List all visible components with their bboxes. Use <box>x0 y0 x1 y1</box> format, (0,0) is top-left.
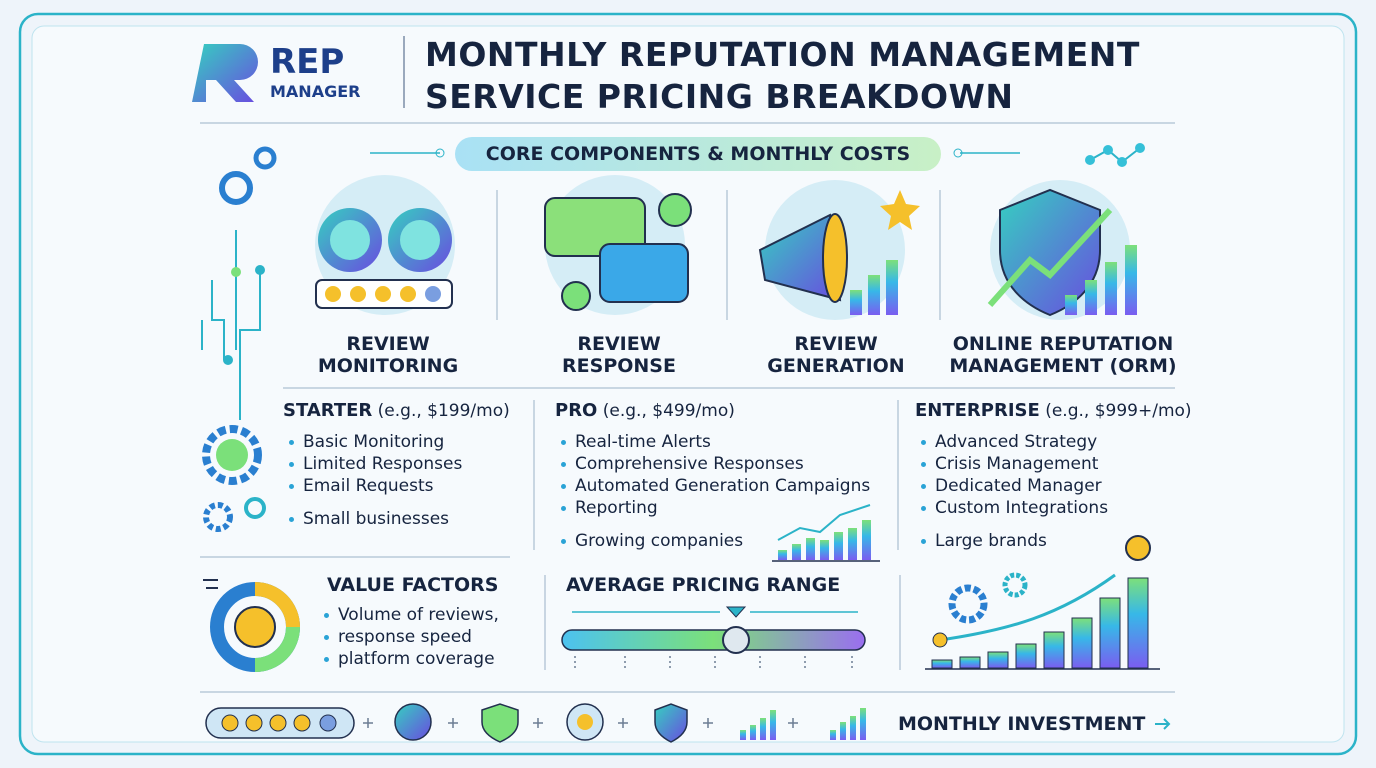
pricing-range-title: AVERAGE PRICING RANGE <box>566 574 841 596</box>
tier-features: Advanced Strategy Crisis Management Dedica… <box>915 431 1192 519</box>
value-factor: Volume of reviews, <box>324 605 499 625</box>
component-label: REVIEW RESPONSE <box>499 333 739 377</box>
tier-feature: Email Requests <box>289 475 510 497</box>
tier-feature: Dedicated Manager <box>921 475 1192 497</box>
tier: STARTER (e.g., $199/mo) Basic Monitoring L… <box>283 400 510 530</box>
tier: PRO (e.g., $499/mo) Real-time Alerts Compr… <box>555 400 870 552</box>
footer-label: MONTHLY INVESTMENT <box>898 713 1146 735</box>
tier-price: (e.g., $199/mo) <box>377 401 510 421</box>
tier-name: ENTERPRISE <box>915 400 1040 421</box>
logo-word: REP <box>270 42 345 82</box>
component-label-line: ONLINE REPUTATION <box>952 333 1174 355</box>
tier-feature: Advanced Strategy <box>921 431 1192 453</box>
tier-audience: Large brands <box>921 530 1192 552</box>
component-label: REVIEW GENERATION <box>716 333 956 377</box>
tier-feature: Comprehensive Responses <box>560 453 870 475</box>
component-label-line: GENERATION <box>767 355 905 377</box>
tier-audience-list: Small businesses <box>283 508 510 530</box>
tier-feature: Limited Responses <box>289 453 510 475</box>
value-factors-title: VALUE FACTORS <box>327 574 499 596</box>
tier-feature: Basic Monitoring <box>289 431 510 453</box>
tier-features: Real-time Alerts Comprehensive Responses A… <box>555 431 870 519</box>
component-label: REVIEW MONITORING <box>268 333 508 377</box>
value-factors-list: Volume of reviews, response speed platform… <box>324 604 499 670</box>
tier-feature: Reporting <box>560 497 870 519</box>
title-line: SERVICE PRICING BREAKDOWN <box>425 77 1014 116</box>
tier-feature: Automated Generation Campaigns <box>560 476 871 496</box>
component-label-line: REVIEW <box>346 333 430 355</box>
tier-head: STARTER (e.g., $199/mo) <box>283 400 510 421</box>
component-label-line: RESPONSE <box>562 355 676 377</box>
tier-price: (e.g., $499/mo) <box>602 401 735 421</box>
tier-head: PRO (e.g., $499/mo) <box>555 400 870 421</box>
section-title: CORE COMPONENTS & MONTHLY COSTS <box>455 137 941 171</box>
value-factor: response speed <box>324 626 499 648</box>
tier-audience: Growing companies <box>560 530 870 552</box>
logo-sub: MANAGER <box>270 82 361 101</box>
value-factor: platform coverage <box>324 648 499 670</box>
tier-name: PRO <box>555 400 598 421</box>
tier-audience-list: Growing companies <box>555 530 870 552</box>
tier: ENTERPRISE (e.g., $999+/mo) Advanced Stra… <box>915 400 1192 552</box>
component-label: ONLINE REPUTATION MANAGEMENT (ORM) <box>943 333 1183 377</box>
tier-audience-list: Large brands <box>915 530 1192 552</box>
tier-price: (e.g., $999+/mo) <box>1045 401 1192 421</box>
component-label-line: REVIEW <box>794 333 878 355</box>
tier-name: STARTER <box>283 400 373 421</box>
tier-audience: Small businesses <box>289 508 510 530</box>
tier-feature: Custom Integrations <box>921 497 1192 519</box>
tier-feature: Real-time Alerts <box>560 431 870 453</box>
component-label-line: REVIEW <box>577 333 661 355</box>
tier-features: Basic Monitoring Limited Responses Email R… <box>283 431 510 497</box>
tier-head: ENTERPRISE (e.g., $999+/mo) <box>915 400 1192 421</box>
title: MONTHLY REPUTATION MANAGEMENT SERVICE PR… <box>425 34 1140 118</box>
tier-feature: Crisis Management <box>921 453 1192 475</box>
component-label-line: MANAGEMENT (ORM) <box>949 355 1177 377</box>
component-label-line: MONITORING <box>317 355 459 377</box>
title-line: MONTHLY REPUTATION MANAGEMENT <box>425 35 1140 74</box>
